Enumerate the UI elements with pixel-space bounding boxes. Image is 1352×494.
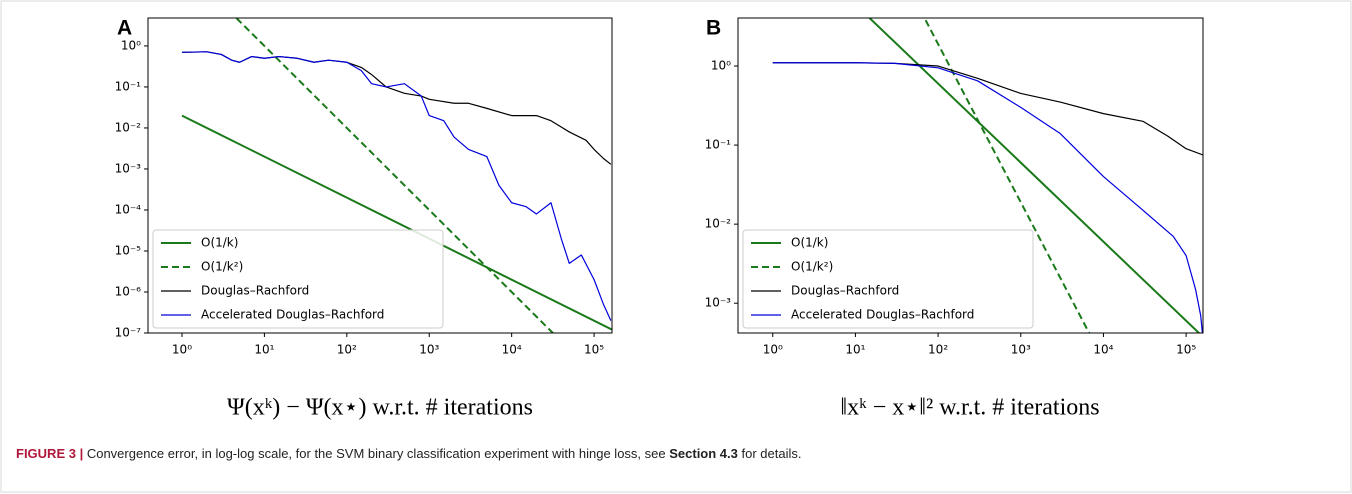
series-line: [181, 51, 612, 321]
x-tick-label: 10⁵: [584, 343, 604, 357]
x-tick-label: 10³: [1011, 343, 1031, 357]
x-tick-label: 10²: [337, 343, 357, 357]
series-line: [772, 62, 1203, 333]
caption-text: for details.: [737, 446, 802, 461]
x-tick-label: 10⁵: [1176, 343, 1196, 357]
y-tick-label: 10⁻²: [705, 217, 732, 231]
caption-label: FIGURE 3 |: [16, 446, 84, 461]
x-tick-label: 10¹: [254, 343, 274, 357]
x-tick-label: 10²: [928, 343, 948, 357]
series-group: [772, 18, 1203, 333]
legend-label: O(1/k): [201, 236, 238, 250]
y-tick-label: 10⁰: [711, 59, 731, 73]
legend-label: O(1/k²): [201, 260, 243, 274]
x-tick-label: 10¹: [845, 343, 865, 357]
plot-frame: [737, 17, 1204, 334]
y-tick-label: 10⁻⁴: [115, 202, 142, 216]
legend-label: Accelerated Douglas–Rachford: [791, 308, 974, 322]
legend-label: O(1/k): [791, 236, 828, 250]
x-tick-label: 10³: [419, 343, 439, 357]
plot: B ‖xᵏ − x⋆‖² w.r.t. # iterations 10⁰ 10¹ 10²…: [705, 17, 1204, 421]
series-line: [923, 18, 1091, 333]
legend-label: O(1/k²): [791, 260, 833, 274]
y-tick-label: 10⁰: [121, 38, 141, 52]
legend-box: [742, 229, 1034, 329]
caption-text: Convergence error, in log-log scale, for…: [86, 446, 670, 461]
plot: A Ψ(xᵏ) − Ψ(x⋆) w.r.t. # iterations 10⁰ 10¹…: [115, 17, 613, 421]
legend-label: Douglas–Rachford: [201, 284, 309, 298]
series-group: [181, 18, 612, 333]
x-tick-label: 10⁰: [172, 343, 192, 357]
series-line: [868, 18, 1201, 333]
y-tick-label: 10⁻⁵: [115, 243, 142, 257]
x-tick-label: 10⁴: [1093, 343, 1113, 357]
x-tick-label: 10⁰: [763, 343, 783, 357]
y-tick-label: 10⁻³: [115, 161, 142, 175]
panel-label: B: [706, 17, 721, 40]
legend-box: [152, 229, 444, 329]
y-tick-label: 10⁻²: [115, 120, 142, 134]
x-tick-label: 10⁴: [502, 343, 522, 357]
legend-label: Douglas–Rachford: [791, 284, 899, 298]
panel-label: A: [117, 17, 132, 40]
y-tick-label: 10⁻⁷: [115, 326, 142, 340]
legend-label: Accelerated Douglas–Rachford: [201, 308, 384, 322]
caption-ref: Section 4.3: [669, 446, 738, 461]
x-axis-label: Ψ(xᵏ) − Ψ(x⋆) w.r.t. # iterations: [227, 395, 533, 421]
y-tick-label: 10⁻¹: [705, 138, 732, 152]
series-line: [181, 114, 612, 331]
caption: FIGURE 3 | Convergence error, in log-log…: [16, 446, 801, 461]
x-axis-label: ‖xᵏ − x⋆‖² w.r.t. # iterations: [840, 395, 1099, 421]
y-tick-label: 10⁻¹: [115, 79, 142, 93]
y-tick-label: 10⁻³: [705, 296, 732, 310]
y-tick-label: 10⁻⁶: [115, 284, 142, 298]
plot-frame: [147, 17, 613, 334]
